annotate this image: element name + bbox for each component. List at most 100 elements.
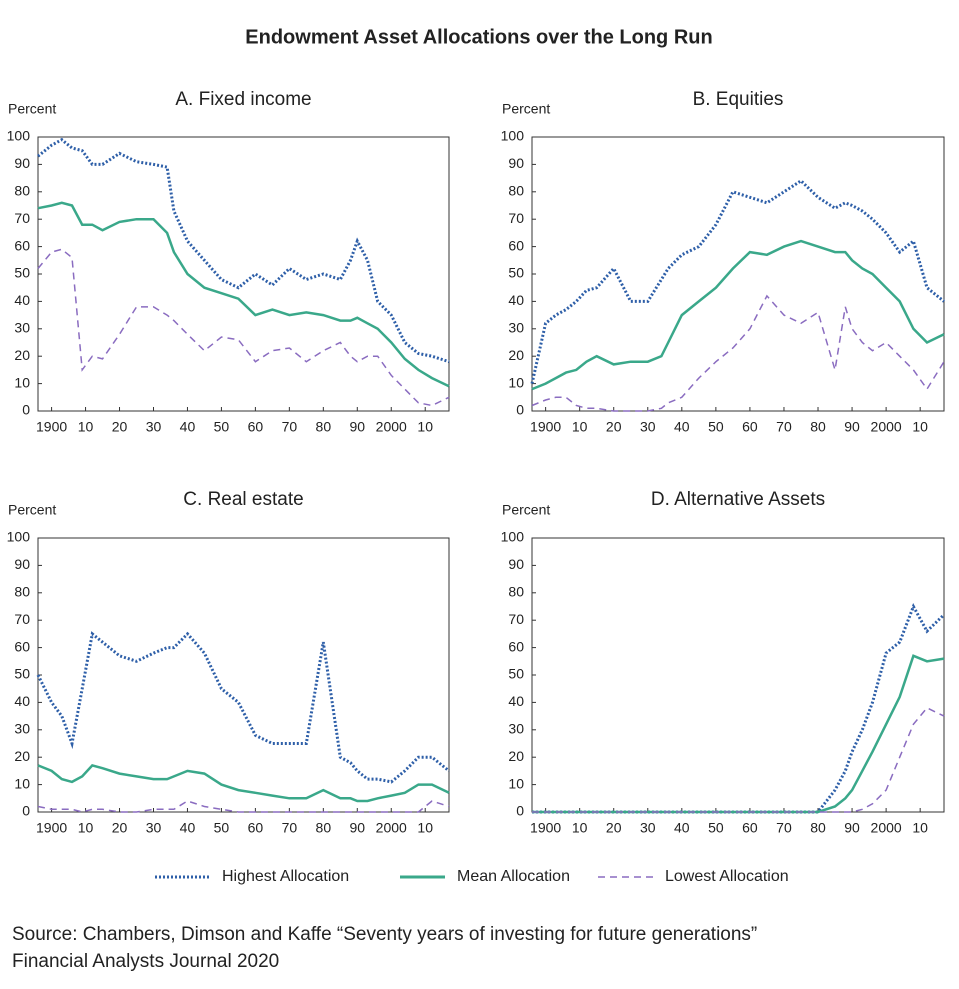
y-tick-label: 20 bbox=[14, 748, 30, 764]
x-tick-label: 10 bbox=[912, 419, 928, 435]
y-tick-label: 100 bbox=[7, 128, 31, 144]
y-tick-label: 30 bbox=[14, 721, 30, 737]
y-tick-label: 30 bbox=[14, 320, 30, 336]
y-tick-label: 10 bbox=[14, 775, 30, 791]
y-tick-label: 40 bbox=[14, 292, 30, 308]
y-tick-label: 60 bbox=[508, 237, 524, 253]
series-line bbox=[37, 800, 450, 813]
legend-label: Mean Allocation bbox=[457, 868, 570, 885]
y-tick-label: 100 bbox=[501, 529, 525, 545]
y-tick-label: 20 bbox=[508, 347, 524, 363]
x-tick-label: 60 bbox=[248, 820, 264, 836]
y-tick-label: 70 bbox=[14, 210, 30, 226]
x-tick-label: 20 bbox=[606, 820, 622, 836]
y-tick-label: 90 bbox=[508, 155, 524, 171]
x-tick-label: 50 bbox=[708, 419, 724, 435]
y-tick-label: 70 bbox=[508, 611, 524, 627]
y-tick-label: 50 bbox=[14, 265, 30, 281]
x-tick-label: 90 bbox=[350, 820, 366, 836]
y-tick-label: 0 bbox=[22, 803, 30, 819]
y-axis-label: Percent bbox=[502, 502, 550, 518]
x-tick-label: 40 bbox=[674, 419, 690, 435]
y-tick-label: 10 bbox=[508, 775, 524, 791]
x-tick-label: 40 bbox=[180, 820, 196, 836]
source-line: Financial Analysts Journal 2020 bbox=[12, 951, 279, 972]
source-line: Source: Chambers, Dimson and Kaffe “Seve… bbox=[12, 924, 757, 945]
series-line bbox=[531, 294, 945, 412]
y-tick-label: 100 bbox=[501, 128, 525, 144]
x-tick-label: 1900 bbox=[36, 419, 67, 435]
x-tick-label: 2000 bbox=[376, 419, 407, 435]
x-tick-label: 80 bbox=[316, 419, 332, 435]
legend-label: Lowest Allocation bbox=[665, 868, 789, 885]
y-tick-label: 80 bbox=[508, 584, 524, 600]
x-tick-label: 10 bbox=[417, 820, 433, 836]
x-tick-label: 1900 bbox=[530, 419, 561, 435]
x-tick-label: 60 bbox=[248, 419, 264, 435]
y-tick-label: 70 bbox=[14, 611, 30, 627]
figure-title: Endowment Asset Allocations over the Lon… bbox=[245, 26, 712, 48]
x-tick-label: 10 bbox=[417, 419, 433, 435]
y-tick-label: 30 bbox=[508, 721, 524, 737]
series-line bbox=[532, 706, 945, 813]
series-line bbox=[37, 137, 450, 364]
y-tick-label: 50 bbox=[508, 265, 524, 281]
x-tick-label: 80 bbox=[316, 820, 332, 836]
plot-frame bbox=[531, 537, 945, 813]
y-tick-label: 90 bbox=[14, 155, 30, 171]
x-tick-label: 10 bbox=[572, 419, 588, 435]
x-tick-label: 30 bbox=[146, 419, 162, 435]
x-tick-label: 20 bbox=[112, 820, 128, 836]
x-tick-label: 50 bbox=[214, 419, 230, 435]
x-tick-label: 80 bbox=[810, 820, 826, 836]
y-tick-label: 0 bbox=[516, 803, 524, 819]
x-tick-label: 10 bbox=[912, 820, 928, 836]
x-tick-label: 80 bbox=[810, 419, 826, 435]
x-tick-label: 50 bbox=[708, 820, 724, 836]
panel-title: A. Fixed income bbox=[175, 89, 311, 110]
x-tick-label: 30 bbox=[640, 419, 656, 435]
legend-label: Highest Allocation bbox=[222, 868, 349, 885]
x-tick-label: 50 bbox=[214, 820, 230, 836]
y-tick-label: 80 bbox=[14, 584, 30, 600]
plot-frame bbox=[531, 136, 945, 412]
panel-title: C. Real estate bbox=[183, 489, 303, 510]
y-tick-label: 60 bbox=[508, 638, 524, 654]
y-tick-label: 90 bbox=[14, 556, 30, 572]
y-tick-label: 30 bbox=[508, 320, 524, 336]
y-tick-label: 0 bbox=[516, 402, 524, 418]
series-line bbox=[37, 248, 450, 407]
x-tick-label: 10 bbox=[78, 820, 94, 836]
y-tick-label: 60 bbox=[14, 638, 30, 654]
x-tick-label: 90 bbox=[844, 820, 860, 836]
y-tick-label: 100 bbox=[7, 529, 31, 545]
x-tick-label: 70 bbox=[776, 419, 792, 435]
y-tick-label: 60 bbox=[14, 237, 30, 253]
y-tick-label: 10 bbox=[14, 374, 30, 390]
x-tick-label: 2000 bbox=[376, 820, 407, 836]
x-tick-label: 1900 bbox=[36, 820, 67, 836]
y-tick-label: 70 bbox=[508, 210, 524, 226]
x-tick-label: 1900 bbox=[530, 820, 561, 836]
y-tick-label: 50 bbox=[14, 666, 30, 682]
plot-frame bbox=[37, 537, 450, 813]
y-tick-label: 80 bbox=[14, 183, 30, 199]
panel-title: D. Alternative Assets bbox=[651, 489, 825, 510]
x-tick-label: 70 bbox=[282, 820, 298, 836]
y-tick-label: 50 bbox=[508, 666, 524, 682]
x-tick-label: 30 bbox=[640, 820, 656, 836]
x-tick-label: 90 bbox=[350, 419, 366, 435]
series-line bbox=[531, 239, 945, 391]
x-tick-label: 30 bbox=[146, 820, 162, 836]
x-tick-label: 60 bbox=[742, 820, 758, 836]
x-tick-label: 2000 bbox=[871, 820, 902, 836]
panel-title: B. Equities bbox=[693, 89, 784, 110]
series-line bbox=[37, 763, 450, 803]
x-tick-label: 90 bbox=[844, 419, 860, 435]
y-axis-label: Percent bbox=[8, 502, 56, 518]
x-tick-label: 70 bbox=[776, 820, 792, 836]
y-tick-label: 90 bbox=[508, 556, 524, 572]
x-tick-label: 40 bbox=[674, 820, 690, 836]
plot-frame bbox=[37, 136, 450, 412]
